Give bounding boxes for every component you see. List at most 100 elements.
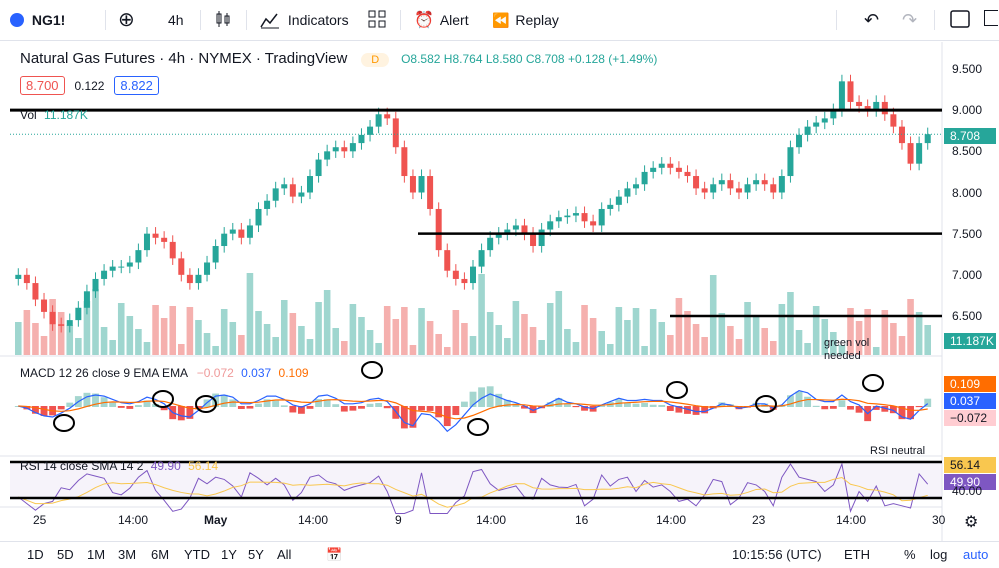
macd-histogram-bar	[263, 399, 271, 407]
time-axis-label: May	[204, 513, 228, 527]
range-button-all[interactable]: All	[277, 547, 292, 562]
volume-bar	[40, 336, 48, 355]
volume-bar	[692, 324, 700, 355]
candle-body	[881, 101, 888, 115]
auto-toggle[interactable]: auto	[963, 547, 989, 562]
candle-body	[890, 114, 897, 127]
volume-bar	[529, 327, 537, 355]
macd-histogram-bar	[872, 406, 880, 410]
volume-bar	[812, 306, 820, 355]
price-axis-label: 8.500	[952, 144, 983, 159]
macd-histogram-bar	[66, 402, 74, 407]
volume-bar	[443, 347, 451, 355]
range-button-3m[interactable]: 3M	[118, 547, 137, 562]
fullscreen-icon[interactable]	[950, 10, 970, 30]
bottom-bar: 1D 5D 1M 3M 6M YTD 1Y 5Y All 📅 10:15:56 (UTC) ET…	[0, 541, 999, 568]
candle-body	[221, 233, 228, 247]
volume-bar	[66, 325, 74, 355]
candle-body	[547, 221, 554, 230]
macd-histogram-bar	[443, 406, 451, 427]
settings-gear-icon[interactable]: ⚙	[964, 514, 979, 531]
clock-display[interactable]: 10:15:56 (UTC)	[732, 547, 822, 562]
macd-histogram-bar	[641, 402, 649, 407]
symbol-button[interactable]: NG1!	[10, 10, 65, 30]
separator	[934, 10, 935, 30]
macd-histogram-bar	[555, 398, 563, 407]
date-range-icon[interactable]: 📅	[326, 547, 343, 562]
range-button-5d[interactable]: 5D	[57, 547, 74, 562]
volume-bar	[32, 323, 39, 355]
chart-title: Natural Gas Futures · 4h · NYMEX · Tradi…	[20, 50, 348, 67]
volume-bar	[220, 309, 228, 355]
macd-histogram-bar	[366, 403, 374, 407]
macd-histogram-bar	[563, 404, 571, 407]
volume-bar	[641, 346, 648, 355]
ohlc-high: H8.764	[443, 52, 483, 66]
volume-bar	[769, 341, 777, 355]
macd-histogram-bar	[289, 406, 297, 413]
volume-bar	[100, 327, 108, 355]
macd-histogram-bar	[924, 398, 932, 407]
macd-histogram-bar	[718, 402, 726, 407]
interval-button[interactable]: 4h	[168, 12, 184, 28]
candle-body	[427, 176, 434, 209]
separator	[836, 10, 837, 30]
candle-body	[530, 233, 537, 247]
rsi-sma-tag: 56.14	[944, 457, 996, 473]
candle-body	[898, 126, 905, 144]
add-symbol-icon[interactable]: ⊕	[118, 9, 135, 31]
range-button-5y[interactable]: 5Y	[248, 547, 264, 562]
price-axis-label: 9.000	[952, 103, 983, 118]
macd-histogram-bar	[220, 394, 228, 407]
candle-body	[744, 184, 751, 193]
replay-button[interactable]: ⏪ Replay	[492, 10, 559, 30]
redo-icon[interactable]: ↷	[902, 10, 918, 30]
candle-body	[92, 278, 99, 292]
macd-histogram-bar	[246, 406, 254, 409]
candle-body	[667, 163, 674, 168]
candle-body	[710, 184, 717, 193]
top-toolbar: NG1! ⊕ 4h Indicators ⏰ Alert ⏪ Replay ↶ …	[0, 0, 999, 41]
range-button-1m[interactable]: 1M	[87, 547, 106, 562]
macd-histogram-bar	[452, 406, 460, 416]
session-button[interactable]: ETH	[844, 547, 870, 562]
volume-bar	[426, 321, 434, 355]
candle-body	[718, 180, 725, 185]
separator	[200, 10, 201, 30]
range-button-1d[interactable]: 1D	[27, 547, 44, 562]
macd-hist-value: −0.072	[196, 366, 234, 380]
undo-icon[interactable]: ↶	[864, 10, 880, 30]
buy-price-button[interactable]: 8.822	[114, 76, 159, 95]
macd-histogram-bar	[375, 403, 383, 407]
volume-bar	[401, 307, 408, 355]
volume-bar	[229, 322, 237, 355]
panel-toggle-icon[interactable]	[984, 10, 998, 26]
volume-bar	[178, 344, 185, 355]
macd-histogram-bar	[186, 406, 194, 419]
volume-bar	[23, 310, 31, 355]
range-button-ytd[interactable]: YTD	[184, 547, 210, 562]
annotation-green-vol: green vol needed	[824, 337, 870, 362]
candle-body	[521, 225, 528, 234]
indicators-button[interactable]: Indicators	[260, 10, 349, 30]
log-toggle[interactable]: log	[930, 547, 948, 562]
macd-histogram-bar	[435, 406, 443, 418]
candle-body	[693, 176, 700, 189]
macd-histogram-bar	[255, 403, 262, 407]
macd-histogram-bar	[92, 393, 99, 407]
ohlc-low: L8.580	[485, 52, 523, 66]
chart-canvas[interactable]	[0, 42, 999, 542]
vol-label: Vol	[20, 108, 37, 122]
alert-button[interactable]: ⏰ Alert	[414, 10, 469, 30]
sell-price-button[interactable]: 8.700	[20, 76, 65, 95]
rsi-axis-40: 40.00	[952, 484, 983, 498]
range-button-6m[interactable]: 6M	[151, 547, 170, 562]
candle-body	[916, 143, 923, 164]
candles-icon[interactable]	[214, 10, 232, 30]
range-button-1y[interactable]: 1Y	[221, 547, 237, 562]
layouts-icon[interactable]	[368, 10, 386, 30]
percent-toggle[interactable]: %	[904, 547, 916, 562]
macd-histogram-bar	[486, 386, 494, 407]
macd-label: MACD 12 26 close 9 EMA EMA	[20, 366, 188, 380]
rsi-value: 49.90	[150, 459, 181, 473]
